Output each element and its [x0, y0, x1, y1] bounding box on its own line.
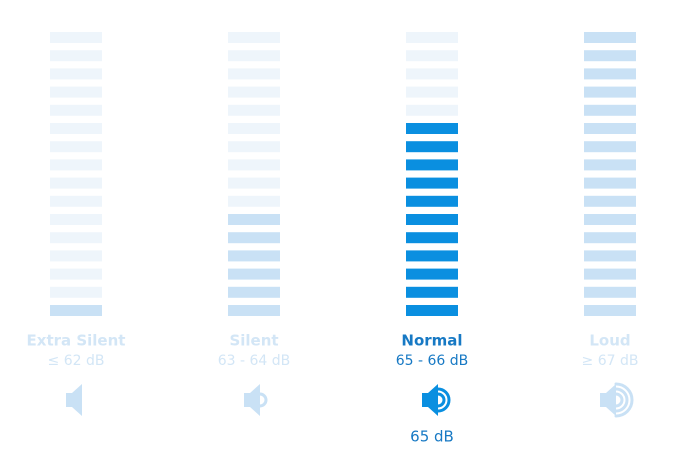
- level-range: ≥ 67 dB: [582, 353, 639, 369]
- segment-lit: [584, 68, 636, 80]
- segment-lit: [406, 250, 458, 262]
- segment: [50, 68, 102, 80]
- segment: [228, 123, 280, 134]
- segment: [228, 50, 280, 62]
- segment-lit: [584, 32, 636, 43]
- speaker-icon: [66, 384, 82, 416]
- segment-lit: [50, 305, 102, 316]
- segment: [50, 250, 102, 262]
- segment-lit: [406, 232, 458, 244]
- segment: [406, 104, 458, 116]
- speaker-wave: [614, 382, 634, 418]
- segment: [50, 268, 102, 280]
- segment: [228, 159, 280, 171]
- speaker-icon: [600, 382, 634, 418]
- segment-lit: [584, 123, 636, 134]
- speaker-body: [600, 384, 616, 416]
- segment: [50, 141, 102, 153]
- speaker-body: [422, 384, 438, 416]
- speaker-icon: [422, 384, 451, 416]
- segment: [406, 50, 458, 62]
- segment-lit: [406, 195, 458, 207]
- segment-lit: [584, 195, 636, 207]
- segment: [50, 159, 102, 171]
- speaker-body: [244, 384, 260, 416]
- segment-lit: [228, 214, 280, 225]
- segment-lit: [406, 286, 458, 298]
- speaker-wave: [258, 392, 268, 408]
- segment-lit: [584, 286, 636, 298]
- segment-lit: [584, 305, 636, 316]
- segment-lit: [406, 268, 458, 280]
- segment: [50, 104, 102, 116]
- segment-lit: [584, 177, 636, 189]
- segment: [50, 86, 102, 98]
- segment: [406, 86, 458, 98]
- segment-lit: [584, 250, 636, 262]
- segment-lit: [406, 123, 458, 134]
- level-name: Silent: [229, 332, 278, 350]
- speaker-body: [66, 384, 82, 416]
- segment: [228, 195, 280, 207]
- level-name: Normal: [401, 332, 462, 350]
- segment: [50, 232, 102, 244]
- speaker-wave: [436, 392, 446, 408]
- segment: [50, 195, 102, 207]
- speaker-icon: [244, 384, 268, 416]
- segment-lit: [406, 159, 458, 171]
- segment: [50, 50, 102, 62]
- segment: [50, 286, 102, 298]
- segment-lit: [584, 141, 636, 153]
- segment-lit: [406, 305, 458, 316]
- segment-lit: [406, 177, 458, 189]
- segment-lit: [584, 232, 636, 244]
- segment: [406, 32, 458, 43]
- segment-lit: [584, 50, 636, 62]
- segment: [50, 123, 102, 134]
- speaker-wave: [436, 387, 451, 413]
- segment: [50, 177, 102, 189]
- segment: [228, 177, 280, 189]
- segment-lit: [228, 250, 280, 262]
- segment-lit: [584, 104, 636, 116]
- level-range: 63 - 64 dB: [218, 353, 291, 369]
- segment-lit: [584, 268, 636, 280]
- speaker-wave: [614, 392, 624, 408]
- segment-lit: [584, 159, 636, 171]
- segment: [50, 32, 102, 43]
- level-range: ≤ 62 dB: [48, 353, 105, 369]
- segment-lit: [406, 214, 458, 225]
- segment-lit: [228, 286, 280, 298]
- segment: [228, 141, 280, 153]
- segment: [228, 68, 280, 80]
- segment: [228, 32, 280, 43]
- segment-lit: [584, 214, 636, 225]
- segment: [228, 86, 280, 98]
- level-name: Extra Silent: [27, 332, 126, 350]
- segment-lit: [406, 141, 458, 153]
- segment-lit: [584, 86, 636, 98]
- segment: [406, 68, 458, 80]
- speaker-wave: [614, 387, 629, 413]
- segment-lit: [228, 268, 280, 280]
- current-reading: 65 dB: [410, 428, 454, 446]
- segment-lit: [228, 305, 280, 316]
- level-name: Loud: [589, 332, 630, 350]
- segment-lit: [228, 232, 280, 244]
- level-range: 65 - 66 dB: [396, 353, 469, 369]
- segment: [228, 104, 280, 116]
- segment: [50, 214, 102, 225]
